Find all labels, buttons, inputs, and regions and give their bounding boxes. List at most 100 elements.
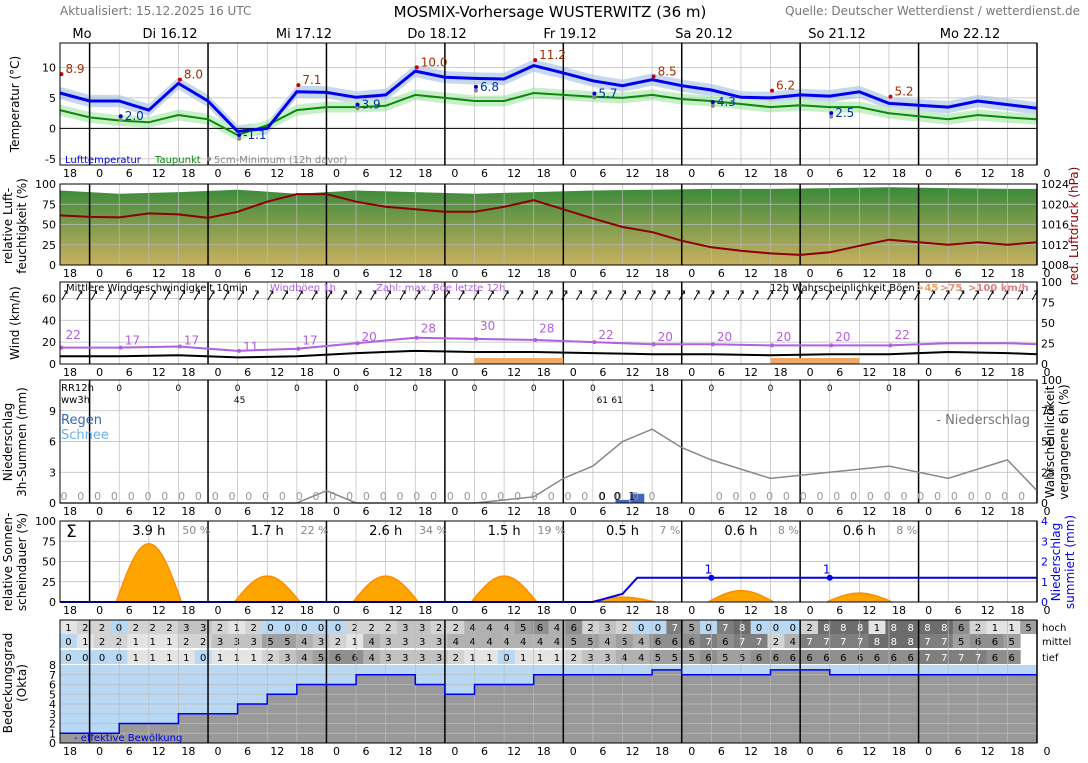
- wind-arrow-head: [460, 290, 465, 294]
- gust-max-label: 22: [598, 328, 613, 342]
- wind-arrow: [811, 290, 818, 301]
- cloud-cell-hoch: [750, 620, 768, 634]
- cloud-value-mittel: 7: [705, 637, 711, 648]
- wind-arrow: [517, 290, 524, 301]
- precip-zero: 0: [61, 490, 68, 503]
- cloud-value-mittel: 6: [722, 637, 728, 648]
- hour-tick-1: 18: [1010, 167, 1024, 180]
- hour-tick-6: 0: [333, 745, 340, 758]
- gust-line: [60, 336, 1038, 352]
- precip-zero: 0: [733, 490, 740, 503]
- wind-arrow-head: [828, 290, 832, 294]
- wind-arrow: [884, 290, 891, 301]
- ytick-right-5: 4: [1041, 515, 1048, 528]
- ylabel-precip: Niederschlag 3h-Summen (mm): [1, 387, 29, 497]
- wind-arrow: [840, 290, 847, 301]
- wind-arrow: [914, 290, 921, 301]
- hour-tick-2: 6: [718, 267, 725, 280]
- precip-zero: 0: [817, 490, 824, 503]
- wind-arrow: [1002, 290, 1009, 301]
- precip-zero: 0: [279, 490, 286, 503]
- wind-arrow: [61, 290, 68, 301]
- precip-zero: 0: [128, 490, 135, 503]
- hour-tick-4: 18: [1010, 505, 1024, 518]
- label-rr12h: RR12h: [61, 383, 94, 394]
- day-label-2: Mi 17.12: [276, 27, 332, 42]
- cloud-value-mittel: 3: [217, 637, 223, 648]
- hour-tick-3: 6: [836, 366, 843, 379]
- cloud-cell-hoch: [952, 620, 971, 634]
- hour-tick-1: 6: [599, 167, 606, 180]
- cloud-value-hoch: 2: [453, 623, 459, 634]
- sunshine-area: [708, 589, 774, 603]
- gust-point: [592, 340, 597, 345]
- legend-effective-cloud: - effektive Bewölkung: [74, 733, 182, 744]
- gust-probability-bar: [770, 358, 860, 364]
- wind-arrow: [605, 290, 612, 301]
- ylabel-precip-prob-line: Wahrscheinlichkeit: [1043, 385, 1057, 498]
- cloud-cell-mittel: [969, 634, 987, 648]
- cloud-value-tief: 3: [604, 653, 610, 664]
- hour-tick-5: 6: [244, 604, 251, 617]
- hour-tick-4: 0: [807, 505, 814, 518]
- cloud-value-tief: 6: [907, 653, 913, 664]
- cloud-cell-hoch: [481, 620, 499, 634]
- cloud-value-hoch: 2: [99, 623, 105, 634]
- hour-tick-2: 18: [181, 267, 195, 280]
- wind-arrow: [693, 290, 700, 301]
- cloud-cell-hoch: [868, 620, 886, 634]
- cloud-value-hoch: 4: [486, 623, 492, 634]
- cloud-cell-tief: [801, 650, 819, 664]
- cloud-value-hoch: 8: [857, 623, 863, 634]
- min-temp-point: [237, 133, 242, 138]
- cloud-cell-hoch: [396, 620, 415, 634]
- wind-arrow-head: [1019, 290, 1023, 294]
- cloud-cell-mittel: [986, 634, 1004, 648]
- wind-arrow-head: [578, 290, 582, 294]
- wind-arrow-head: [328, 290, 333, 294]
- wind-arrow: [208, 290, 215, 301]
- hour-tick-4: 0: [925, 505, 932, 518]
- hour-tick-4: 0: [96, 505, 103, 518]
- cloud-value-hoch: 2: [133, 623, 139, 634]
- cloud-cell-tief: [161, 650, 179, 664]
- cloud-value-mittel: 2: [183, 637, 189, 648]
- rr12h-value: 0: [116, 384, 122, 394]
- gust-max-label: 17: [125, 333, 140, 347]
- cloud-cell-tief: [834, 650, 853, 664]
- cloud-value-hoch: 7: [722, 623, 728, 634]
- min-temp-label: 3.9: [362, 98, 381, 112]
- ytick-left-4: 0: [49, 497, 56, 510]
- hour-tick-3: 6: [481, 366, 488, 379]
- hour-tick-2: 12: [862, 267, 876, 280]
- legend-airtemp: Lufttemperatur: [65, 155, 142, 166]
- sunshine-percent: 7 %: [659, 524, 680, 537]
- wind-arrow-head: [122, 290, 127, 294]
- ytick-left-6: 5: [49, 688, 56, 701]
- hour-tick-1: 0: [1044, 167, 1051, 180]
- wind-arrow-head: [740, 290, 744, 294]
- wind-arrow: [855, 290, 862, 301]
- pressure-line: [59, 193, 1038, 256]
- hour-tick-4: 18: [892, 505, 906, 518]
- cloud-cell-hoch: [346, 620, 364, 634]
- cloud-cell-hoch: [801, 620, 819, 634]
- ylabel-pressure: red. Luftdruck (hPa): [1067, 167, 1081, 286]
- hour-tick-3: 0: [215, 366, 222, 379]
- cloud-value-hoch: 1: [874, 623, 880, 634]
- cloud-value-mittel: 4: [486, 637, 492, 648]
- hour-tick-3: 6: [126, 366, 133, 379]
- hour-tick-1: 12: [507, 167, 521, 180]
- hour-tick-4: 6: [363, 505, 370, 518]
- panel-frame-1: [59, 42, 1038, 166]
- hour-tick-3: 6: [244, 366, 251, 379]
- cloud-cell-mittel: [615, 634, 634, 648]
- cloud-value-mittel: 7: [806, 637, 812, 648]
- cloud-value-mittel: 6: [688, 637, 694, 648]
- hour-tick-5: 18: [537, 604, 551, 617]
- wind-arrow: [340, 290, 347, 301]
- wind-arrow-head: [887, 290, 891, 294]
- cloud-value-tief: 6: [352, 653, 358, 664]
- wind-arrow-head: [946, 290, 950, 294]
- hour-tick-4: 12: [744, 505, 758, 518]
